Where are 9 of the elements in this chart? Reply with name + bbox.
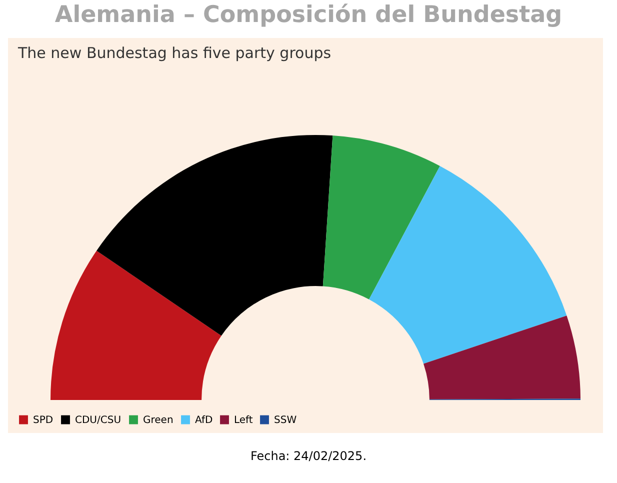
text: Fecha: 24/02/2025. [249, 449, 368, 463]
legend-label: AfD [195, 414, 214, 426]
legend-label: CDU/CSU [75, 414, 122, 426]
legend-label: Left [234, 414, 253, 426]
legend-label: Green [143, 414, 174, 426]
chart-title: Alemania – Composición del Bundestag [54, 1, 564, 30]
legend-label: SPD [33, 414, 54, 426]
legend-label: SSW [274, 414, 297, 426]
chart-subtitle: The new Bundestag has five party groups [17, 44, 332, 62]
